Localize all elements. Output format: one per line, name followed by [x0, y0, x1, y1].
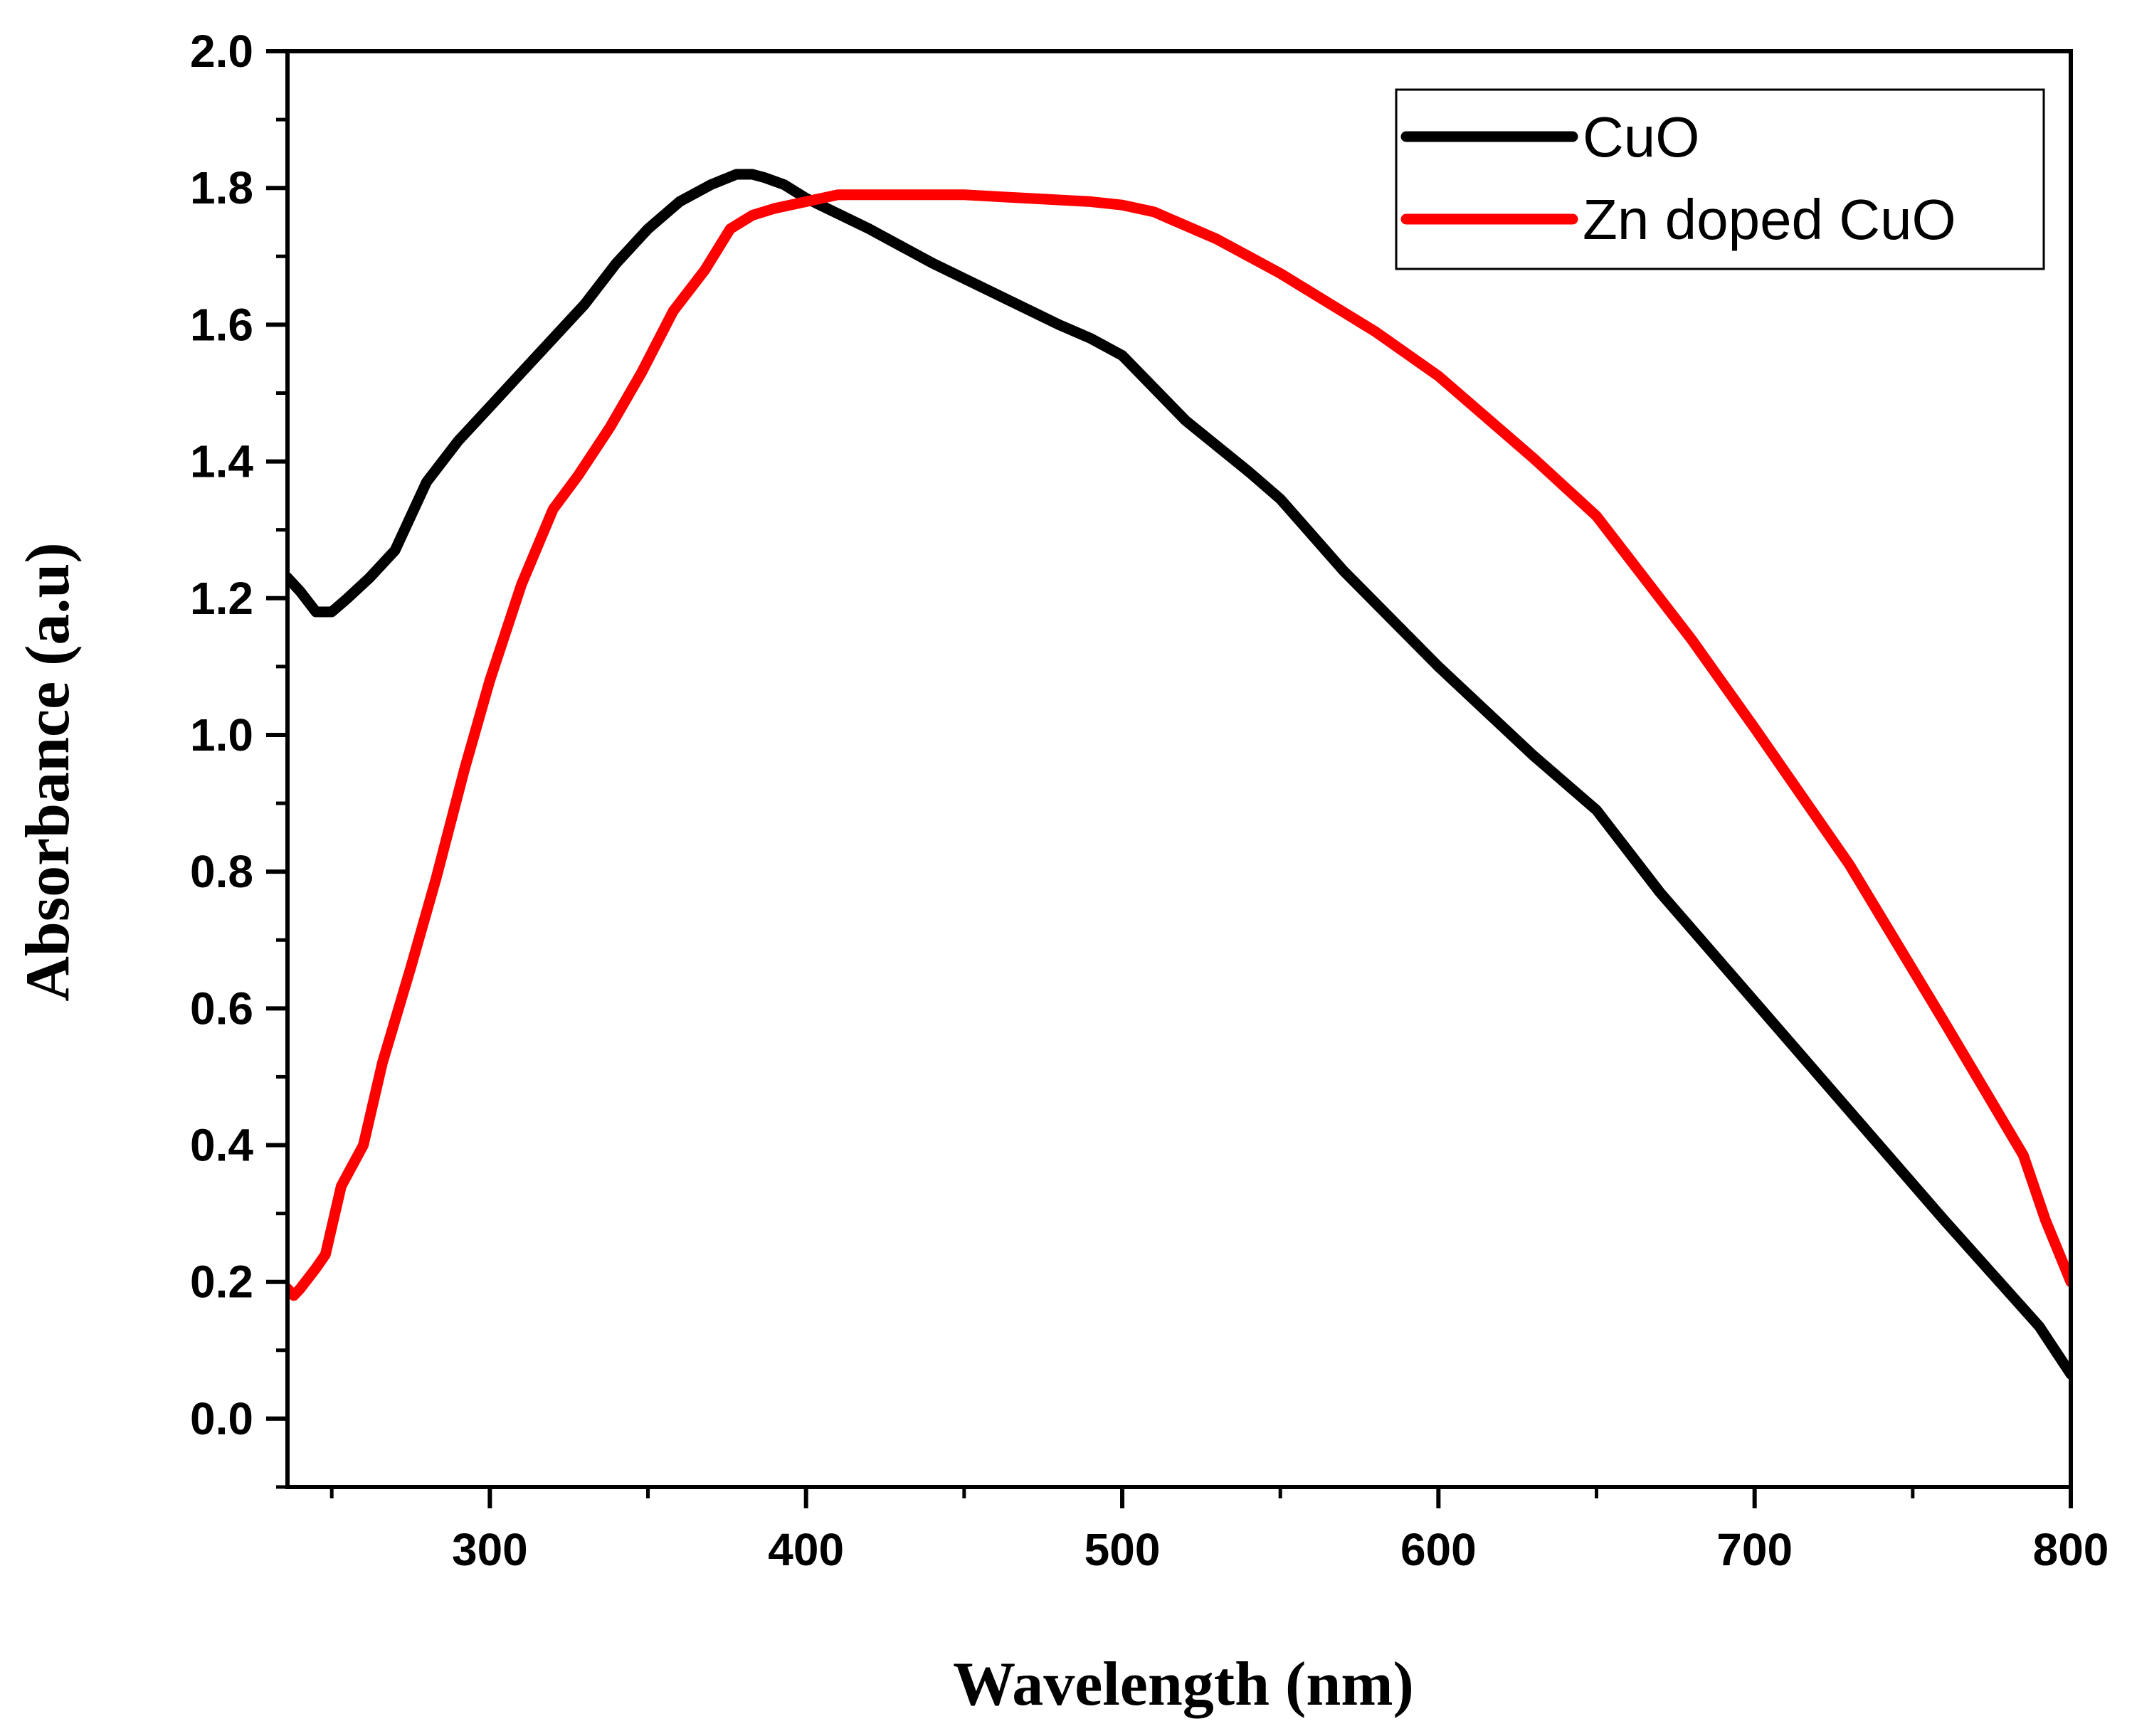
y-tick-label: 0.6 [190, 983, 253, 1034]
series-layer [287, 169, 2071, 1380]
y-tick-label: 1.4 [190, 436, 253, 487]
series-line-zn-doped-cuo [287, 189, 2071, 1301]
x-tick-label: 800 [2033, 1524, 2109, 1575]
y-tick-label: 1.0 [190, 709, 253, 761]
x-tick-label: 700 [1716, 1524, 1793, 1575]
x-tick-label: 600 [1400, 1524, 1477, 1575]
x-axis-title: Wavelength (nm) [953, 1650, 1414, 1719]
legend-box [1395, 88, 2045, 270]
y-tick-label: 2.0 [190, 26, 253, 77]
y-tick-label: 0.8 [190, 846, 253, 897]
plot-frame [285, 49, 2073, 1489]
legend-label-cuo: CuO [1583, 105, 1700, 169]
y-axis-title: Absorbance (a.u) [14, 542, 83, 1001]
y-tick-label: 0.2 [190, 1256, 253, 1308]
y-tick-label: 1.2 [190, 573, 253, 624]
series-line-cuo [287, 169, 2071, 1380]
legend-label-zn-doped-cuo: Zn doped CuO [1583, 188, 1956, 251]
legend: CuO Zn doped CuO [1395, 88, 2045, 270]
y-tick-label: 0.0 [190, 1393, 253, 1444]
y-tick-label: 1.6 [190, 299, 253, 350]
x-tick-label: 500 [1085, 1524, 1161, 1575]
x-tick-label: 400 [768, 1524, 844, 1575]
y-tick-label: 0.4 [190, 1120, 253, 1171]
y-tick-label: 1.8 [190, 162, 253, 213]
x-tick-label: 300 [452, 1524, 528, 1575]
axes-layer: 0.0 0.2 0.4 0.6 0.8 1.0 1.2 1.4 1.6 1.8 2.0 300 400 5… [190, 26, 2109, 1575]
